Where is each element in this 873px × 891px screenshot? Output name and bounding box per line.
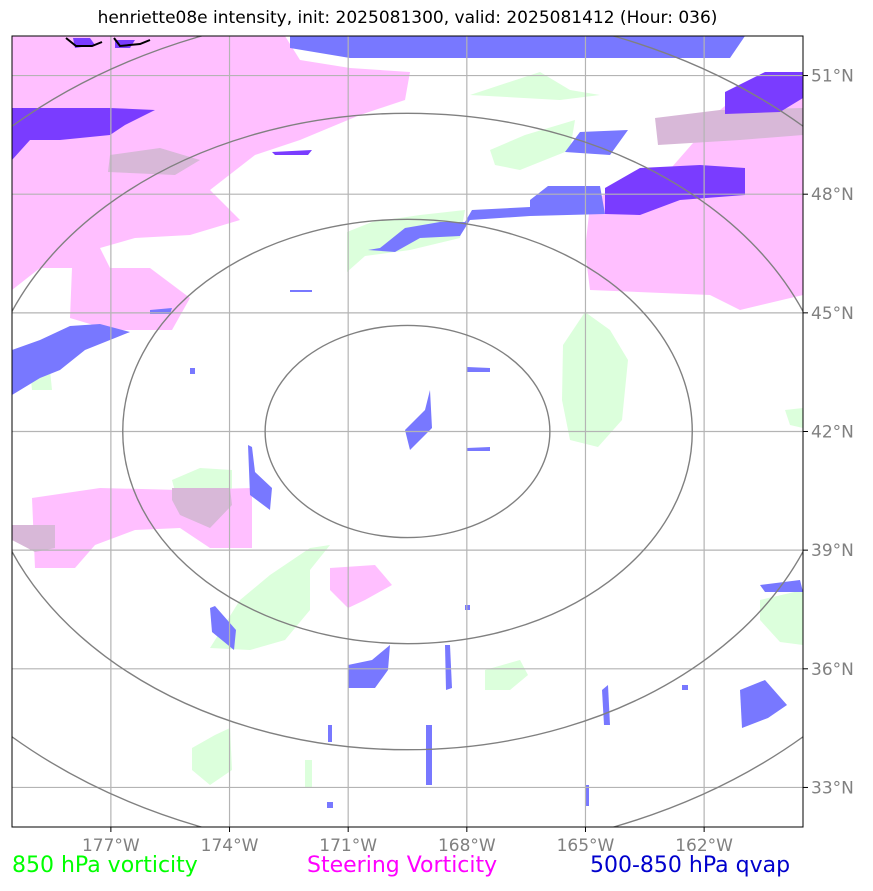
y-tick-label-4: 45°N [811, 304, 854, 324]
y-tick-label-5: 48°N [811, 185, 854, 205]
x-tick-label-1: 174°W [201, 836, 259, 856]
legend-vorticity: 850 hPa vorticity [12, 853, 198, 878]
x-tick-label-2: 171°W [319, 836, 377, 856]
range-ring-1 [122, 218, 693, 645]
y-tick-label-6: 51°N [811, 67, 854, 87]
range-rings [12, 36, 803, 827]
x-tick-label-3: 168°W [438, 836, 496, 856]
y-axis: 33°N 36°N 39°N 42°N 45°N 48°N 51°N [803, 67, 854, 798]
qvap-dark-fill [12, 38, 803, 215]
range-ring-2 [12, 112, 803, 751]
y-tick-label-1: 36°N [811, 660, 854, 680]
x-tick-label-0: 177°W [82, 836, 140, 856]
y-tick-label-3: 42°N [811, 423, 854, 443]
range-ring-0 [264, 324, 551, 539]
y-tick-label-2: 39°N [811, 541, 854, 561]
x-axis: 177°W 174°W 171°W 168°W 165°W 162°W [82, 827, 733, 856]
legend-qvap: 500-850 hPa qvap [590, 853, 791, 878]
x-tick-label-5: 162°W [675, 836, 733, 856]
qvap-fill [12, 36, 803, 808]
overlap-fill [12, 108, 803, 552]
coastline [65, 37, 151, 48]
y-tick-label-0: 33°N [811, 778, 854, 798]
x-tick-label-4: 165°W [557, 836, 615, 856]
grid-lines [12, 36, 803, 827]
legend-steering-vorticity: Steering Vorticity [307, 853, 498, 878]
chart-title: henriette08e intensity, init: 2025081300… [97, 8, 718, 28]
